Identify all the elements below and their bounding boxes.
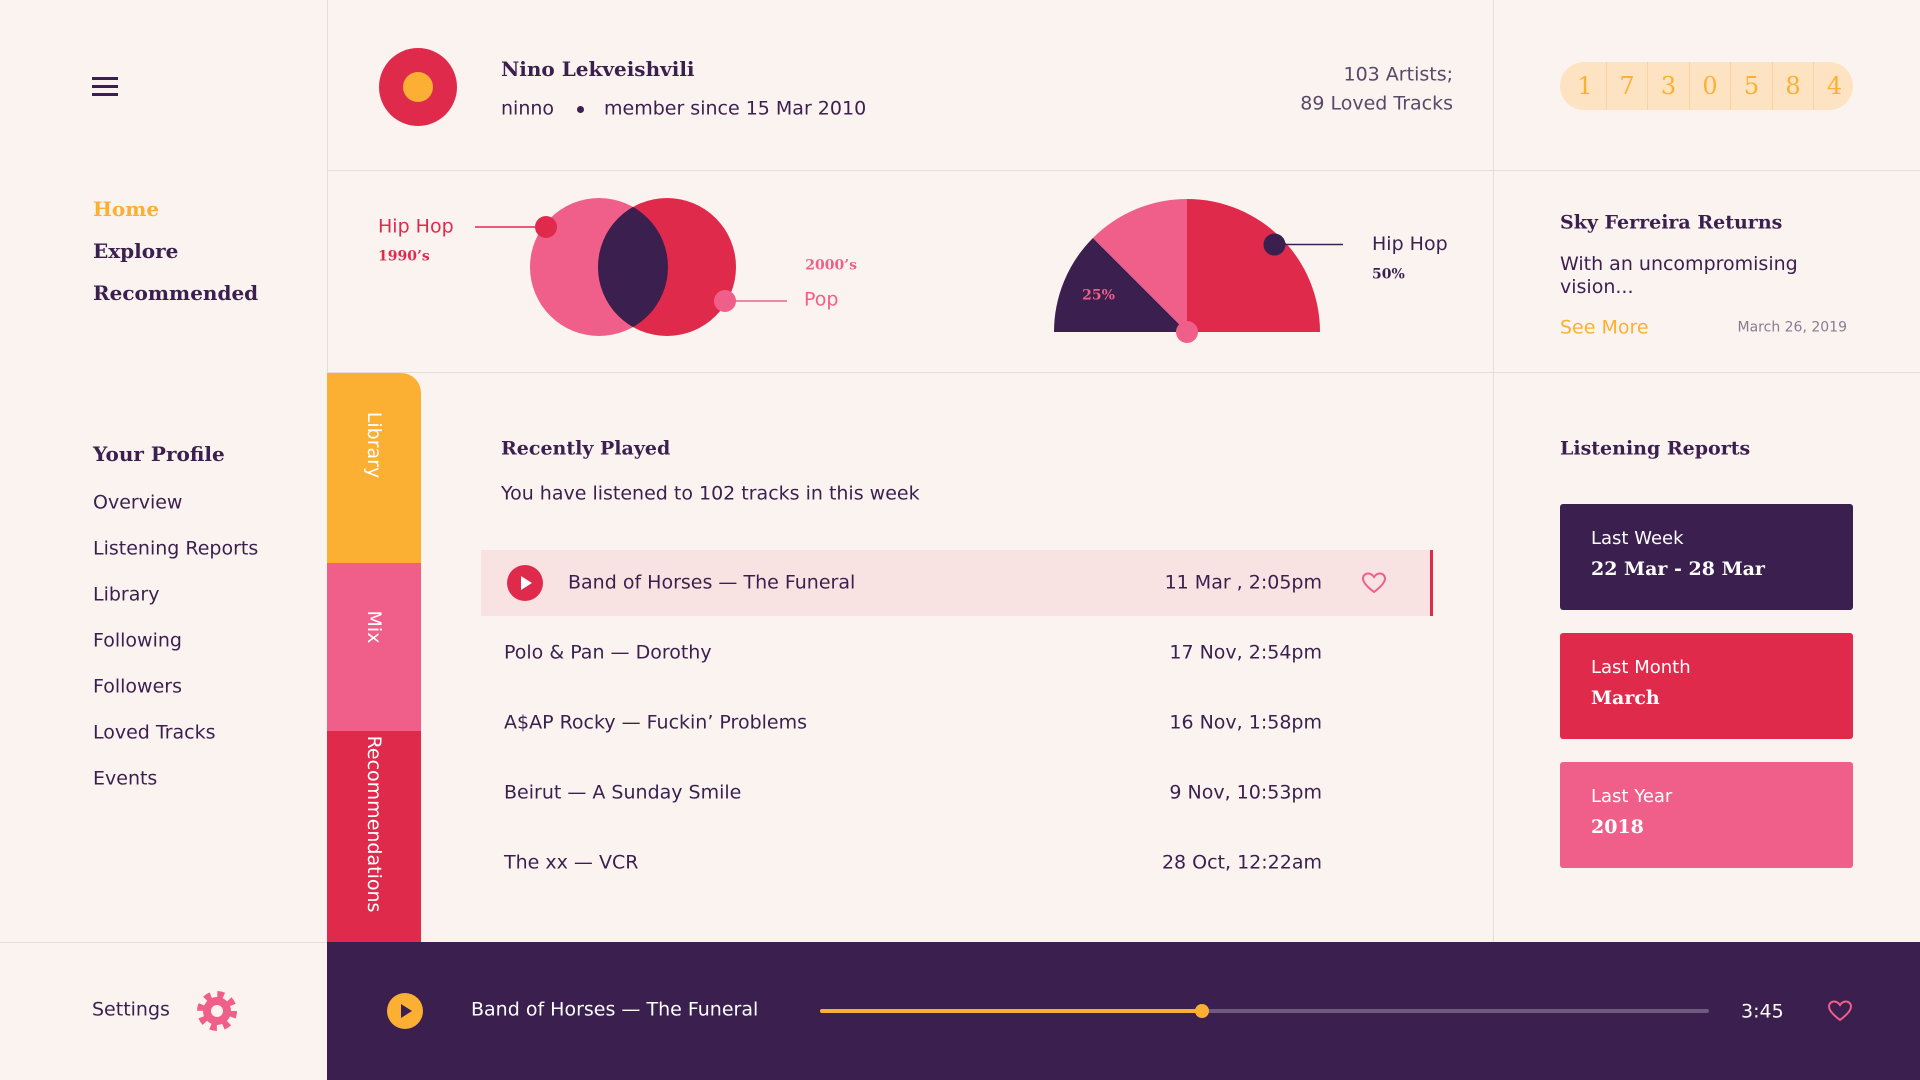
report-range: March	[1591, 687, 1660, 709]
gauge-center-dot	[1176, 321, 1198, 343]
counter-digit: 4	[1813, 62, 1855, 110]
gauge-value-label: 25%	[1082, 287, 1115, 303]
tab[interactable]: Library	[327, 373, 421, 563]
track-time: 11 Mar , 2:05pm	[1164, 571, 1322, 594]
venn-chart	[475, 198, 787, 336]
progress-track[interactable]	[820, 1009, 1709, 1013]
report-range: 2018	[1591, 816, 1644, 838]
counter-digit: 7	[1605, 62, 1648, 110]
user-name: Nino Lekveishvili	[501, 57, 695, 81]
news-title: Sky Ferreira Returns	[1560, 211, 1783, 234]
counter-digit: 5	[1730, 62, 1772, 110]
divider	[0, 942, 327, 943]
tab-label: Recommendations	[363, 735, 385, 912]
counter	[1560, 62, 1853, 110]
divider	[1493, 0, 1494, 942]
counter-digit: 3	[1647, 62, 1689, 110]
track-title[interactable]: A$AP Rocky — Fuckin’ Problems	[504, 711, 808, 734]
progress-handle[interactable]	[1195, 1004, 1209, 1018]
nav-link[interactable]: Home	[93, 197, 160, 221]
heart-icon[interactable]	[1827, 999, 1853, 1023]
profile-link[interactable]: Following	[93, 629, 182, 652]
progress-fill	[820, 1009, 1202, 1013]
report-label: Last Month	[1591, 657, 1691, 678]
gauge-dot	[1263, 233, 1286, 256]
track-time: 28 Oct, 12:22am	[1161, 851, 1322, 874]
gauge-value-label: 50%	[1372, 267, 1405, 283]
report-card[interactable]: Last Year 2018	[1560, 762, 1853, 868]
report-range: 22 Mar - 28 Mar	[1591, 558, 1765, 580]
profile-link[interactable]: Listening Reports	[93, 537, 259, 560]
counter-digit: 0	[1688, 62, 1731, 110]
bullet	[577, 106, 584, 113]
profile-link[interactable]: Overview	[93, 491, 183, 514]
heart-icon[interactable]	[1361, 571, 1387, 595]
section-title: Listening Reports	[1560, 437, 1751, 460]
track-title[interactable]: Beirut — A Sunday Smile	[504, 781, 742, 804]
report-label: Last Week	[1591, 528, 1684, 549]
track-time: 16 Nov, 1:58pm	[1169, 711, 1322, 734]
track-title[interactable]: The xx — VCR	[504, 851, 639, 874]
play-button[interactable]	[386, 992, 424, 1030]
section-subtitle: You have listened to 102 tracks in this …	[501, 482, 920, 505]
divider	[327, 372, 1920, 373]
report-label: Last Year	[1591, 786, 1673, 807]
player-track: Band of Horses — The Funeral	[471, 998, 759, 1021]
section-title: Recently Played	[501, 437, 671, 460]
gauge-legend: Hip Hop	[1372, 233, 1448, 255]
gauge-segment	[1054, 237, 1187, 332]
gear-icon[interactable]	[195, 989, 239, 1033]
play-button[interactable]	[506, 564, 544, 602]
news-body: With an uncompromising vision...	[1560, 253, 1798, 298]
profile-link[interactable]: Loved Tracks	[93, 721, 216, 744]
venn-label: Hip Hop	[378, 215, 454, 238]
loved-count: 89 Loved Tracks	[1300, 92, 1453, 115]
section-title: Your Profile	[93, 442, 225, 466]
tab-label: Mix	[363, 610, 385, 643]
track-row-active[interactable]	[481, 550, 1433, 616]
report-card[interactable]: Last Month March	[1560, 633, 1853, 739]
report-card[interactable]: Last Week 22 Mar - 28 Mar	[1560, 504, 1853, 610]
tab-label: Library	[363, 411, 385, 479]
nav-link[interactable]: Explore	[93, 239, 179, 263]
counter-digit: 8	[1771, 62, 1814, 110]
nav-link[interactable]: Recommended	[93, 281, 259, 305]
track-title[interactable]: Polo & Pan — Dorothy	[504, 641, 712, 664]
artists-count: 103 Artists;	[1343, 63, 1454, 86]
gauge-segment	[1092, 199, 1187, 332]
venn-era: 1990’s	[378, 248, 430, 265]
track-time: 9 Nov, 10:53pm	[1169, 781, 1322, 804]
divider	[327, 170, 1920, 171]
tab[interactable]: Mix	[327, 541, 421, 731]
profile-link[interactable]: Followers	[93, 675, 182, 698]
profile-link[interactable]: Library	[93, 583, 160, 606]
tab[interactable]: Recommendations	[327, 705, 421, 942]
member-since: member since 15 Mar 2010	[604, 97, 867, 120]
news-date: March 26, 2019	[1737, 319, 1847, 336]
profile-link[interactable]: Events	[93, 767, 158, 790]
track-time: 17 Nov, 2:54pm	[1169, 641, 1322, 664]
venn-label: Pop	[804, 288, 839, 311]
settings-link[interactable]: Settings	[92, 998, 170, 1021]
menu-icon[interactable]	[92, 75, 120, 99]
news-link[interactable]: See More	[1560, 316, 1649, 339]
duration: 3:45	[1741, 1000, 1784, 1023]
gauge-segment	[1187, 199, 1320, 332]
counter-digit: 1	[1577, 72, 1593, 100]
venn-era: 2000’s	[805, 257, 857, 274]
avatar	[379, 48, 457, 126]
track-title[interactable]: Band of Horses — The Funeral	[568, 571, 856, 594]
username: ninno	[501, 97, 555, 120]
